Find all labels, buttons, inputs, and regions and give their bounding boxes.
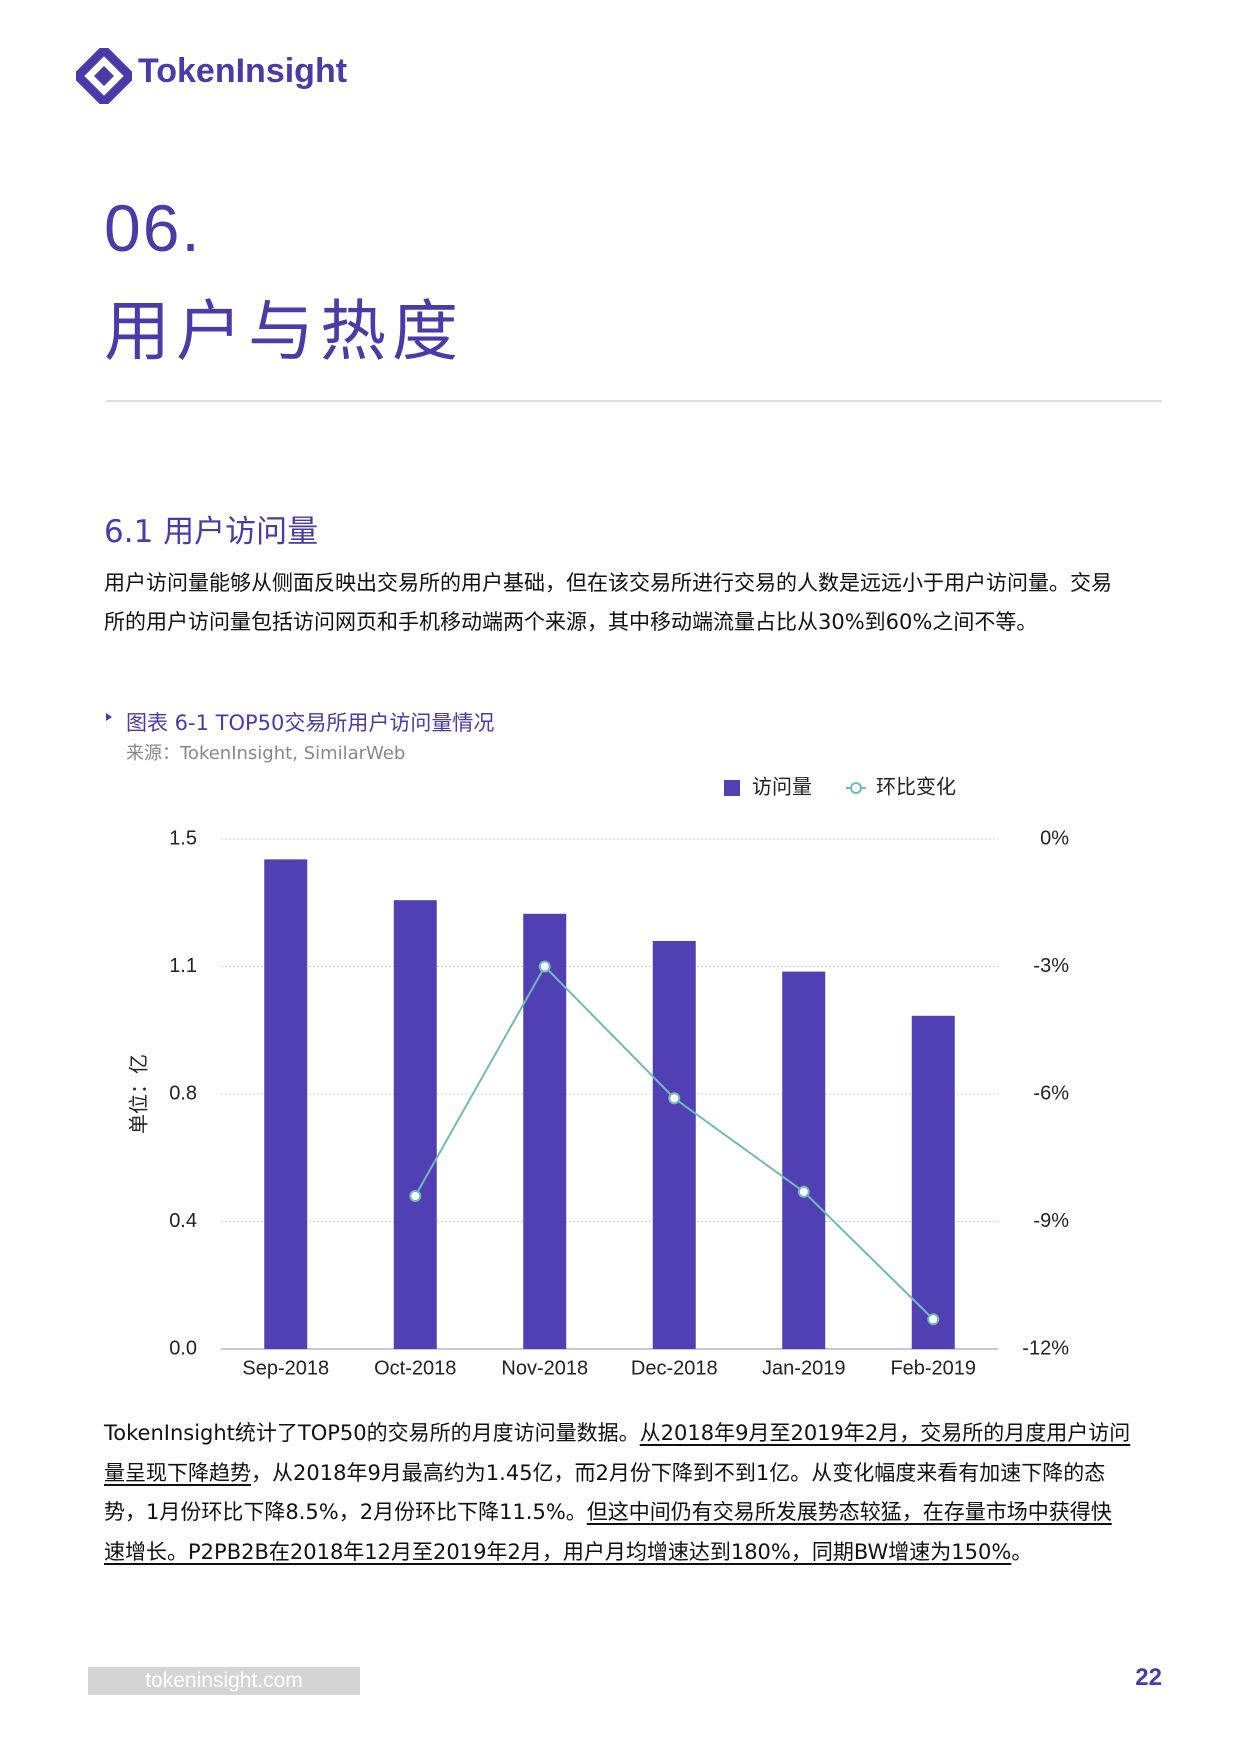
text: TokenInsight统计了TOP50的交易所的月度访问量数据。 [104,1421,640,1445]
x-tick-label: Dec-2018 [631,1357,718,1379]
y2-tick-label: -9% [1033,1210,1069,1232]
text: ，从2018年9月最高约为1.45亿，而2月份下降到不到1亿。从变化幅度来看有加… [104,1460,1106,1525]
y-tick-label: 0.0 [169,1337,197,1359]
bar [652,941,696,1349]
line-point [538,960,551,973]
line-point [927,1313,940,1326]
y-tick-label: 0.4 [169,1210,197,1232]
y2-tick-label: -3% [1033,955,1069,977]
divider [106,400,1162,402]
figure-caption: 图表 6-1 TOP50交易所用户访问量情况 [126,711,495,735]
y2-tick-label: -12% [1022,1337,1069,1359]
y2-tick-label: 0% [1040,827,1069,849]
y-axis-title: 单位：亿 [127,1054,150,1134]
conclusion-paragraph: TokenInsight统计了TOP50的交易所的月度访问量数据。从2018年9… [104,1414,1132,1573]
line-point [668,1092,681,1105]
x-tick-label: Feb-2019 [890,1357,976,1379]
footer-box [88,1667,360,1695]
text: 。 [1011,1540,1033,1565]
x-tick-label: Nov-2018 [501,1357,588,1379]
x-tick-label: Jan-2019 [762,1357,845,1379]
legend-label: 环比变化 [876,775,956,798]
bar [782,971,826,1349]
y-tick-label: 1.5 [169,827,197,849]
underlined-text: 但这中间仍有交易所发展势态较猛，在存量市场中获得快速增长。P2PB2B在2018… [104,1500,1112,1565]
legend-label: 访问量 [752,775,812,798]
logo-text: TokenInsight [138,52,348,90]
footer-url: tokeninsight.com [145,1669,303,1692]
bar [264,859,308,1349]
y-tick-label: 0.8 [169,1082,197,1104]
legend-swatch [724,780,740,796]
x-tick-label: Sep-2018 [242,1357,329,1379]
underlined-text: 从2018年9月至2019年2月，交易所的月度用户访问量呈现下降趋势 [104,1421,1131,1485]
section-number: 06. [104,191,202,265]
caption-bullet [106,713,112,721]
legend-swatch [850,782,862,794]
logo-icon [76,48,132,104]
bar [523,913,567,1349]
line-point [409,1190,422,1202]
page-number: 22 [1135,1664,1162,1691]
chart: 0.0 0.4 0.8 1.1 1.5 0% -3% -6% -9% -12% 单位：亿 Sep-20… [127,775,1069,1379]
subsection-title: 6.1 用户访问量 [104,514,319,550]
bar [393,900,437,1349]
y-tick-label: 1.1 [169,955,197,977]
x-tick-label: Oct-2018 [374,1357,456,1379]
line-point [797,1185,810,1198]
y2-tick-label: -6% [1033,1082,1069,1104]
bar [911,1015,955,1349]
figure-source: 来源：TokenInsight, SimilarWeb [126,743,406,764]
section-title: 用户与热度 [104,293,464,370]
intro-paragraph: 用户访问量能够从侧面反映出交易所的用户基础，但在该交易所进行交易的人数是远远小于… [104,571,1112,634]
